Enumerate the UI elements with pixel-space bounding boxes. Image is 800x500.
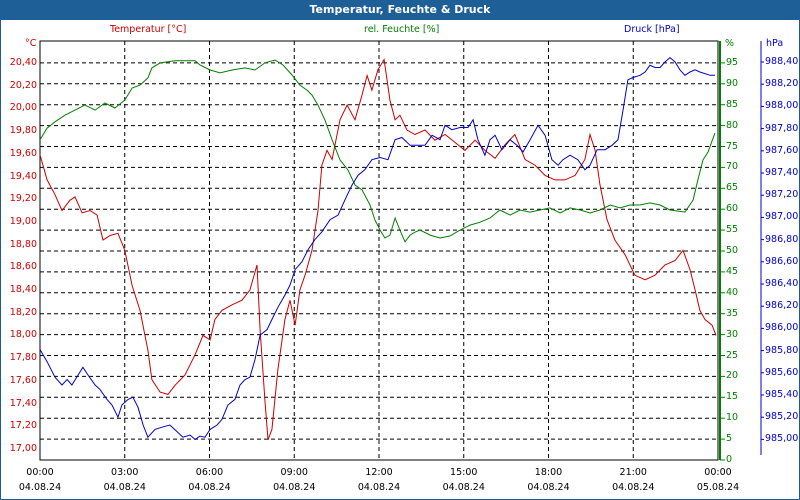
series-line-temp: [39, 58, 717, 440]
temp-tick-label: 18,00: [9, 329, 37, 341]
x-tick-date: 04.08.24: [357, 482, 401, 493]
humidity-tick-label: 40: [726, 286, 739, 298]
x-tick-time: 09:00: [280, 467, 308, 478]
humidity-tick-label: 15: [726, 391, 739, 403]
pressure-tick-label: 985,60: [765, 366, 799, 378]
humidity-tick-label: 45: [726, 265, 739, 277]
legend-humidity: rel. Feuchte [%]: [364, 24, 440, 35]
humidity-tick-label: 80: [726, 119, 739, 131]
pressure-tick-label: 986,20: [765, 300, 799, 312]
humidity-tick-label: 70: [726, 161, 739, 173]
humidity-tick-label: 30: [726, 328, 739, 340]
temp-tick-label: 19,40: [9, 170, 37, 182]
humidity-axis-unit: %: [725, 38, 735, 49]
temp-tick-label: 18,80: [9, 238, 37, 250]
temp-tick-label: 17,80: [9, 352, 37, 364]
x-tick-date: 04.08.24: [442, 482, 485, 493]
x-tick-time: 18:00: [534, 467, 563, 478]
series-line-press: [39, 56, 715, 441]
x-tick-time: 00:00: [26, 467, 54, 478]
humidity-tick-label: 60: [726, 203, 739, 215]
pressure-tick-label: 988,40: [765, 56, 799, 67]
humidity-tick-label: 35: [726, 307, 739, 319]
pressure-tick-label: 988,00: [765, 100, 799, 112]
temp-tick-label: 20,40: [9, 57, 37, 68]
x-tick-time: 03:00: [111, 467, 139, 478]
temp-tick-label: 20,00: [9, 102, 37, 114]
series-line-hum: [39, 59, 716, 243]
x-tick-date: 04.08.24: [188, 482, 231, 493]
x-tick-time: 12:00: [365, 467, 393, 478]
x-tick-date: 04.08.24: [612, 482, 655, 493]
pressure-tick-label: 988,20: [765, 78, 799, 90]
legend-pressure: Druck [hPa]: [624, 24, 680, 35]
temp-tick-label: 17,60: [9, 374, 37, 386]
x-tick-date: 04.08.24: [527, 482, 570, 493]
pressure-tick-label: 985,20: [765, 411, 799, 423]
pressure-tick-label: 986,40: [765, 278, 799, 289]
pressure-tick-label: 987,40: [765, 167, 799, 178]
humidity-tick-label: 95: [726, 56, 739, 68]
pressure-tick-label: 985,00: [765, 433, 799, 445]
temp-tick-label: 17,00: [9, 442, 37, 454]
temp-tick-label: 17,20: [9, 420, 37, 432]
pressure-tick-label: 987,20: [765, 189, 799, 201]
x-tick-time: 06:00: [195, 467, 224, 478]
pressure-tick-label: 985,40: [765, 389, 799, 400]
humidity-tick-label: 85: [726, 98, 739, 110]
chart-title: Temperatur, Feuchte & Druck: [0, 0, 800, 20]
temp-tick-label: 18,40: [9, 284, 37, 295]
temp-tick-label: 19,80: [9, 125, 37, 137]
humidity-tick-label: 90: [726, 77, 739, 89]
humidity-tick-label: 75: [726, 140, 739, 152]
pressure-tick-label: 987,60: [765, 144, 799, 156]
x-tick-date: 04.08.24: [103, 482, 146, 493]
temp-tick-label: 20,20: [9, 79, 37, 91]
pressure-tick-label: 986,00: [765, 322, 799, 334]
temp-tick-label: 19,60: [9, 147, 37, 159]
temp-tick-label: 18,20: [9, 306, 37, 318]
x-tick-date: 04.08.24: [18, 482, 62, 493]
temp-tick-label: 17,40: [9, 397, 37, 409]
x-tick-time: 00:00: [704, 467, 732, 478]
humidity-tick-label: 25: [726, 349, 739, 361]
humidity-tick-label: 5: [726, 433, 733, 445]
pressure-tick-label: 987,80: [765, 122, 799, 134]
x-tick-date: 05.08.24: [696, 482, 740, 493]
temp-tick-label: 19,20: [9, 193, 37, 205]
x-tick-time: 21:00: [619, 467, 647, 478]
humidity-tick-label: 20: [726, 370, 739, 382]
x-tick-time: 15:00: [450, 467, 478, 478]
x-tick-date: 04.08.24: [273, 482, 316, 493]
temp-axis-unit: °C: [25, 38, 37, 49]
pressure-tick-label: 987,00: [765, 211, 799, 223]
humidity-tick-label: 55: [726, 224, 739, 236]
pressure-tick-label: 986,60: [765, 255, 799, 267]
humidity-tick-label: 65: [726, 182, 739, 194]
pressure-axis-unit: hPa: [766, 38, 784, 49]
temp-tick-label: 18,60: [9, 261, 37, 273]
pressure-tick-label: 986,80: [765, 233, 799, 245]
humidity-tick-label: 10: [726, 412, 739, 424]
plot-border: [39, 40, 719, 461]
humidity-tick-label: 0: [726, 454, 733, 465]
humidity-tick-label: 50: [726, 245, 739, 256]
temp-tick-label: 19,00: [9, 215, 37, 227]
pressure-tick-label: 985,80: [765, 344, 799, 356]
legend-temperature: Temperatur [°C]: [110, 24, 187, 35]
